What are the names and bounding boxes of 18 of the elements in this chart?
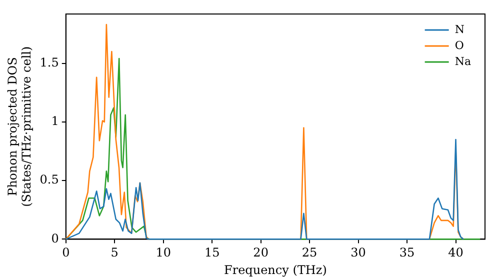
x-axis-title: Frequency (THz)	[224, 262, 327, 277]
x-tick-label: 30	[350, 246, 366, 260]
y-tick-label: 0	[51, 231, 59, 246]
x-tick-label: 0	[62, 246, 70, 260]
y-tick-label: 0.5	[40, 172, 59, 187]
legend-label: Na	[454, 54, 472, 68]
legend-label: O	[454, 38, 464, 52]
y-tick-label: 1	[51, 114, 59, 128]
x-tick-label: 10	[156, 246, 171, 260]
legend-label: N	[454, 22, 465, 36]
y-tick-label: 1.5	[40, 55, 59, 70]
x-tick-label: 35	[399, 246, 415, 260]
x-tick-label: 40	[448, 246, 464, 260]
x-tick-label: 15	[204, 246, 220, 260]
y-axis-title: Phonon projected DOS (States/THz·primitive cell)	[5, 46, 34, 207]
x-tick-label: 25	[302, 246, 318, 260]
x-tick-label: 20	[253, 246, 268, 260]
x-tick-label: 5	[110, 246, 118, 260]
